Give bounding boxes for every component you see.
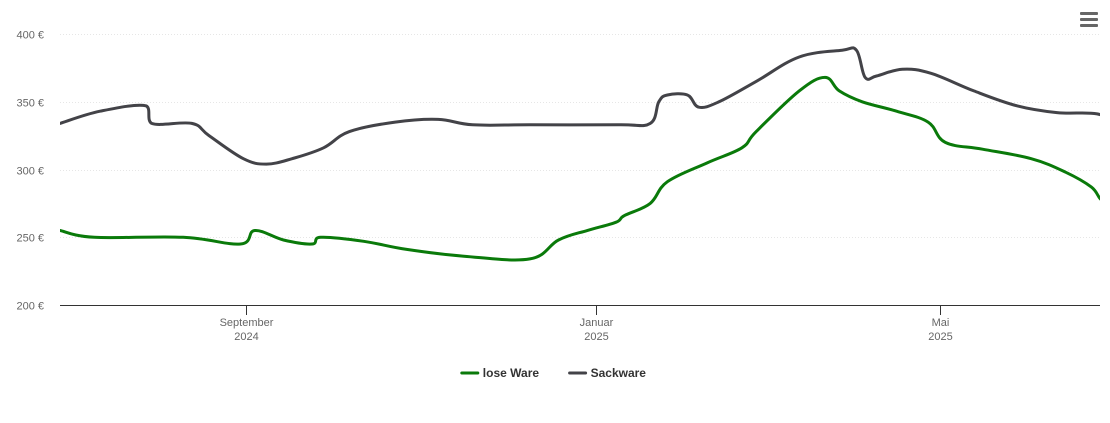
legend[interactable]: lose Ware Sackware [460,366,647,380]
legend-label: Sackware [591,366,647,380]
x-tick-label-year: 2025 [928,331,952,343]
series-lines [60,46,1110,262]
legend-item[interactable]: Sackware [568,366,647,380]
y-tick-label: 350 € [16,98,44,110]
grid-lines [60,34,1100,238]
series-line-sackware[interactable] [60,46,1110,166]
hamburger-menu-icon [1078,12,1100,27]
x-tick-label-month: September [220,317,274,329]
x-tick-label-month: Mai [932,317,950,329]
y-axis: 200 € 250 € 300 € 350 € 400 € [16,30,44,313]
x-tick-label-month: Januar [580,317,614,329]
legend-item[interactable]: lose Ware [460,366,540,380]
legend-label: lose Ware [483,366,540,380]
y-tick-label: 300 € [16,166,44,178]
y-tick-label: 250 € [16,233,44,245]
x-tick-label-year: 2024 [234,331,258,343]
y-tick-label: 200 € [16,301,44,313]
x-axis: September 2024 Januar 2025 Mai 2025 [220,305,953,343]
series-line-lose-ware[interactable] [60,75,1110,262]
chart-menu-button[interactable] [1078,12,1100,32]
x-tick-label-year: 2025 [584,331,608,343]
y-tick-label: 400 € [16,30,44,42]
